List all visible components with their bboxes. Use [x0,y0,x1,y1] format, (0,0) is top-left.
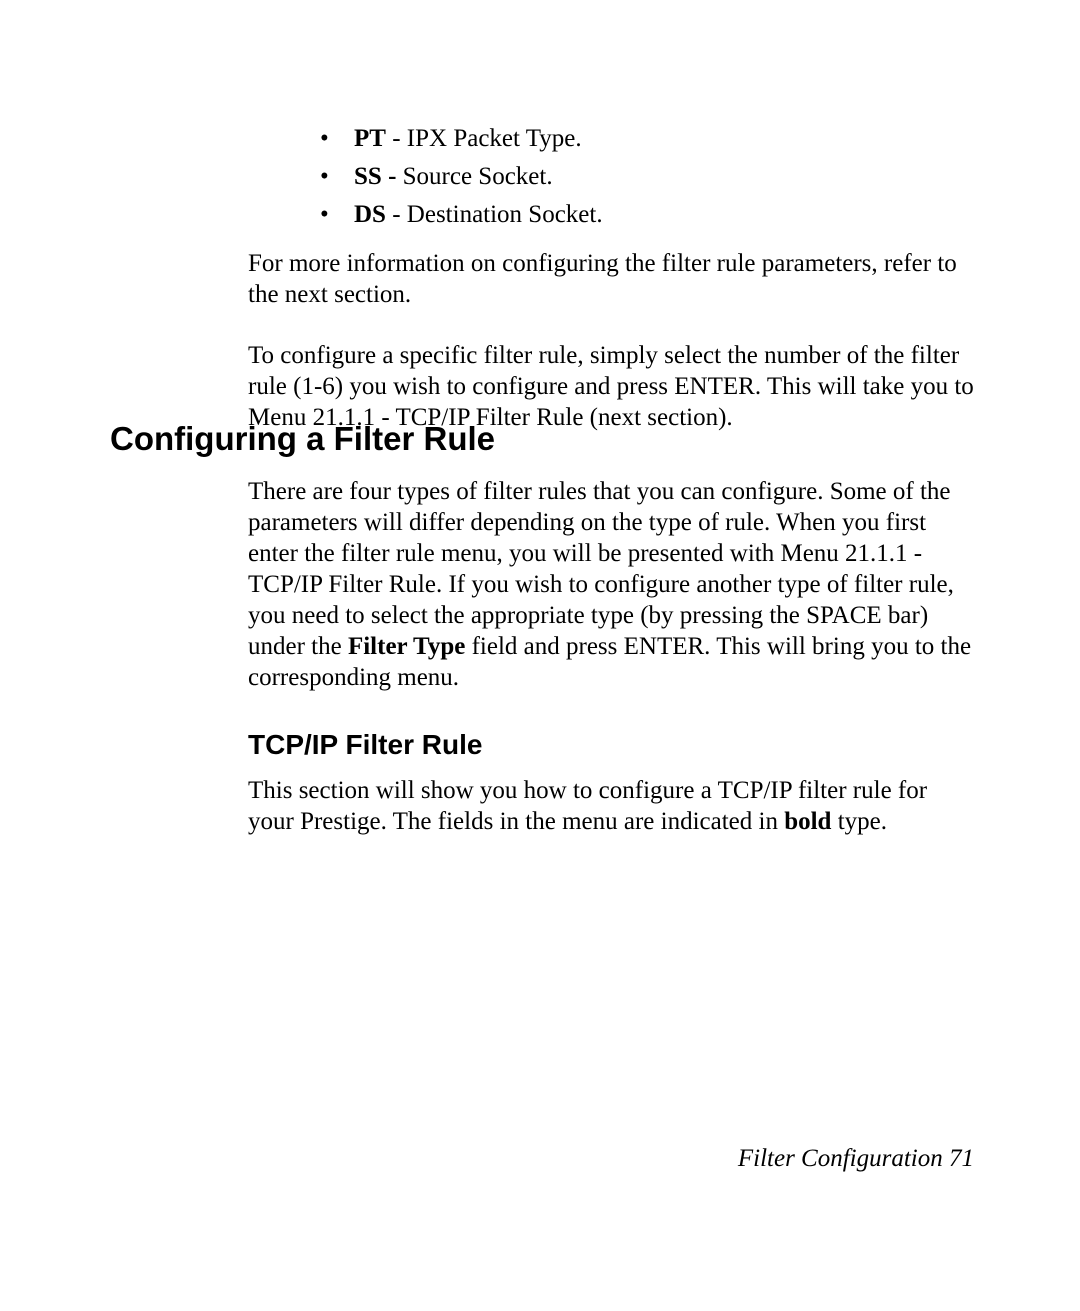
text-run-bold: bold [784,808,831,835]
list-item: • DS - Destination Socket. [320,196,974,234]
text-run-bold: Filter Type [348,633,465,660]
heading-1: Configuring a Filter Rule [110,420,495,458]
bullet-sep: - [386,125,407,152]
bullet-abbr: DS [354,201,386,228]
bullet-desc: Source Socket. [403,163,553,190]
document-page: • PT - IPX Packet Type. • SS - Source So… [0,0,1080,1311]
bullet-dot: • [320,120,329,158]
bullet-desc: IPX Packet Type. [407,125,582,152]
paragraph: There are four types of filter rules tha… [248,476,974,693]
content-column: There are four types of filter rules tha… [248,476,974,867]
paragraph: This section will show you how to config… [248,775,974,837]
page-footer: Filter Configuration 71 [738,1145,974,1173]
bullet-dot: • [320,196,329,234]
bullet-abbr: PT [354,125,386,152]
heading-2: TCP/IP Filter Rule [248,729,974,761]
bullet-dot: • [320,158,329,196]
bullet-sep: - [382,163,403,190]
bullet-desc: Destination Socket. [407,201,603,228]
bullet-list: • PT - IPX Packet Type. • SS - Source So… [248,120,974,234]
bullet-sep: - [386,201,407,228]
list-item: • SS - Source Socket. [320,158,974,196]
bullet-abbr: SS [354,163,382,190]
text-run: type. [831,808,887,835]
list-item: • PT - IPX Packet Type. [320,120,974,158]
content-column: • PT - IPX Packet Type. • SS - Source So… [248,120,974,463]
paragraph: For more information on configuring the … [248,248,974,310]
